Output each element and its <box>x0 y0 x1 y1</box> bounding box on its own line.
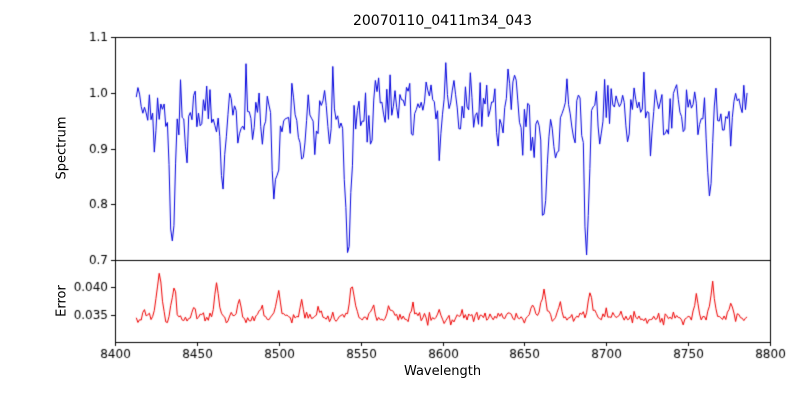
y-axis-label-error: Error <box>54 285 70 317</box>
y-axis-label-spectrum: Spectrum <box>54 116 70 180</box>
x-axis-label: Wavelength <box>403 364 482 379</box>
chart-title: 20070110_0411m34_043 <box>352 13 533 29</box>
